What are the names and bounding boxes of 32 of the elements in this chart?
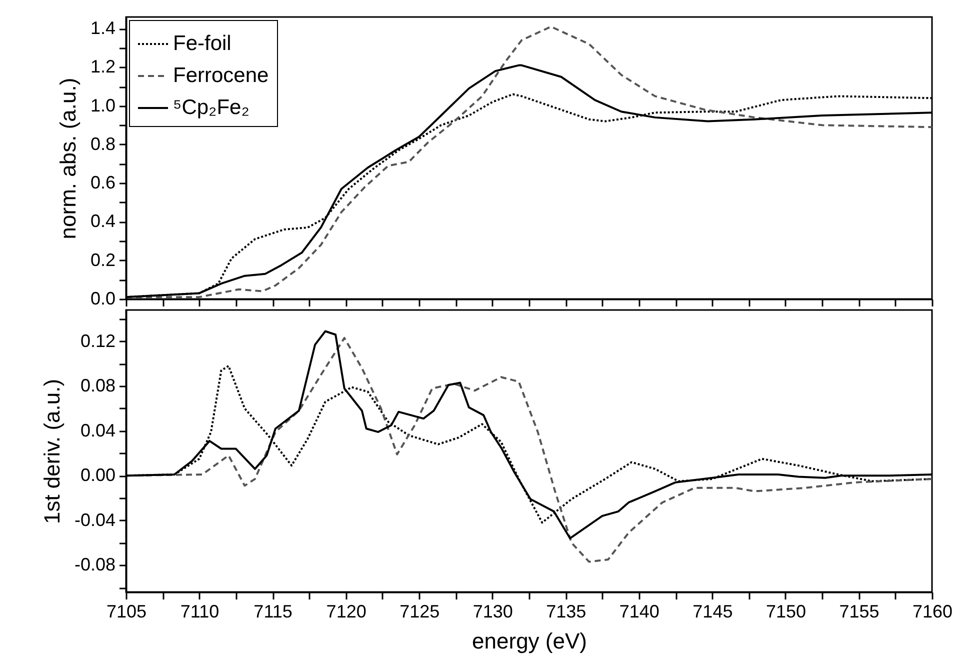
x-axis-title: energy (eV) — [472, 628, 587, 654]
y-tick-label: 0.12 — [80, 330, 116, 351]
y-tick-label: -0.04 — [74, 510, 116, 530]
y-tick-label: 0.08 — [80, 376, 116, 396]
x-tick-label: 7130 — [472, 602, 513, 622]
y-tick-label: 0.0 — [90, 288, 116, 308]
x-tick-label: 7155 — [839, 602, 880, 622]
y-tick-label: 0.04 — [80, 420, 116, 440]
y-axis-title: 1st deriv. (a.u.) — [39, 378, 64, 524]
x-tick-label: 7160 — [912, 602, 953, 622]
y-tick-label: 1.4 — [90, 18, 116, 38]
x-tick-label: 7110 — [180, 602, 220, 622]
y-tick-label: 1.2 — [90, 56, 116, 77]
y-tick-label: -0.08 — [74, 554, 116, 575]
y-axis-title: norm. abs. (a.u.) — [55, 78, 80, 240]
y-tick-label: 0.2 — [90, 250, 116, 270]
x-tick-label: 7125 — [400, 602, 440, 622]
y-tick-label: 1.0 — [90, 95, 116, 116]
x-tick-label: 7140 — [619, 602, 660, 622]
legend-label: Fe-foil — [173, 32, 232, 55]
x-tick-label: 7135 — [546, 602, 586, 622]
y-tick-label: 0.4 — [90, 211, 116, 232]
x-tick-label: 7105 — [106, 602, 147, 622]
legend-label: ⁵Cp₂Fe₂ — [173, 96, 250, 119]
y-tick-label: 0.6 — [90, 172, 116, 193]
y-tick-label: 0.00 — [80, 465, 116, 486]
x-tick-label: 7115 — [254, 602, 292, 622]
y-tick-label: 0.8 — [90, 134, 116, 154]
x-tick-label: 7150 — [766, 602, 806, 622]
x-tick-label: 7145 — [692, 602, 733, 622]
legend-label: Ferrocene — [173, 64, 269, 87]
x-tick-label: 7120 — [326, 602, 366, 622]
